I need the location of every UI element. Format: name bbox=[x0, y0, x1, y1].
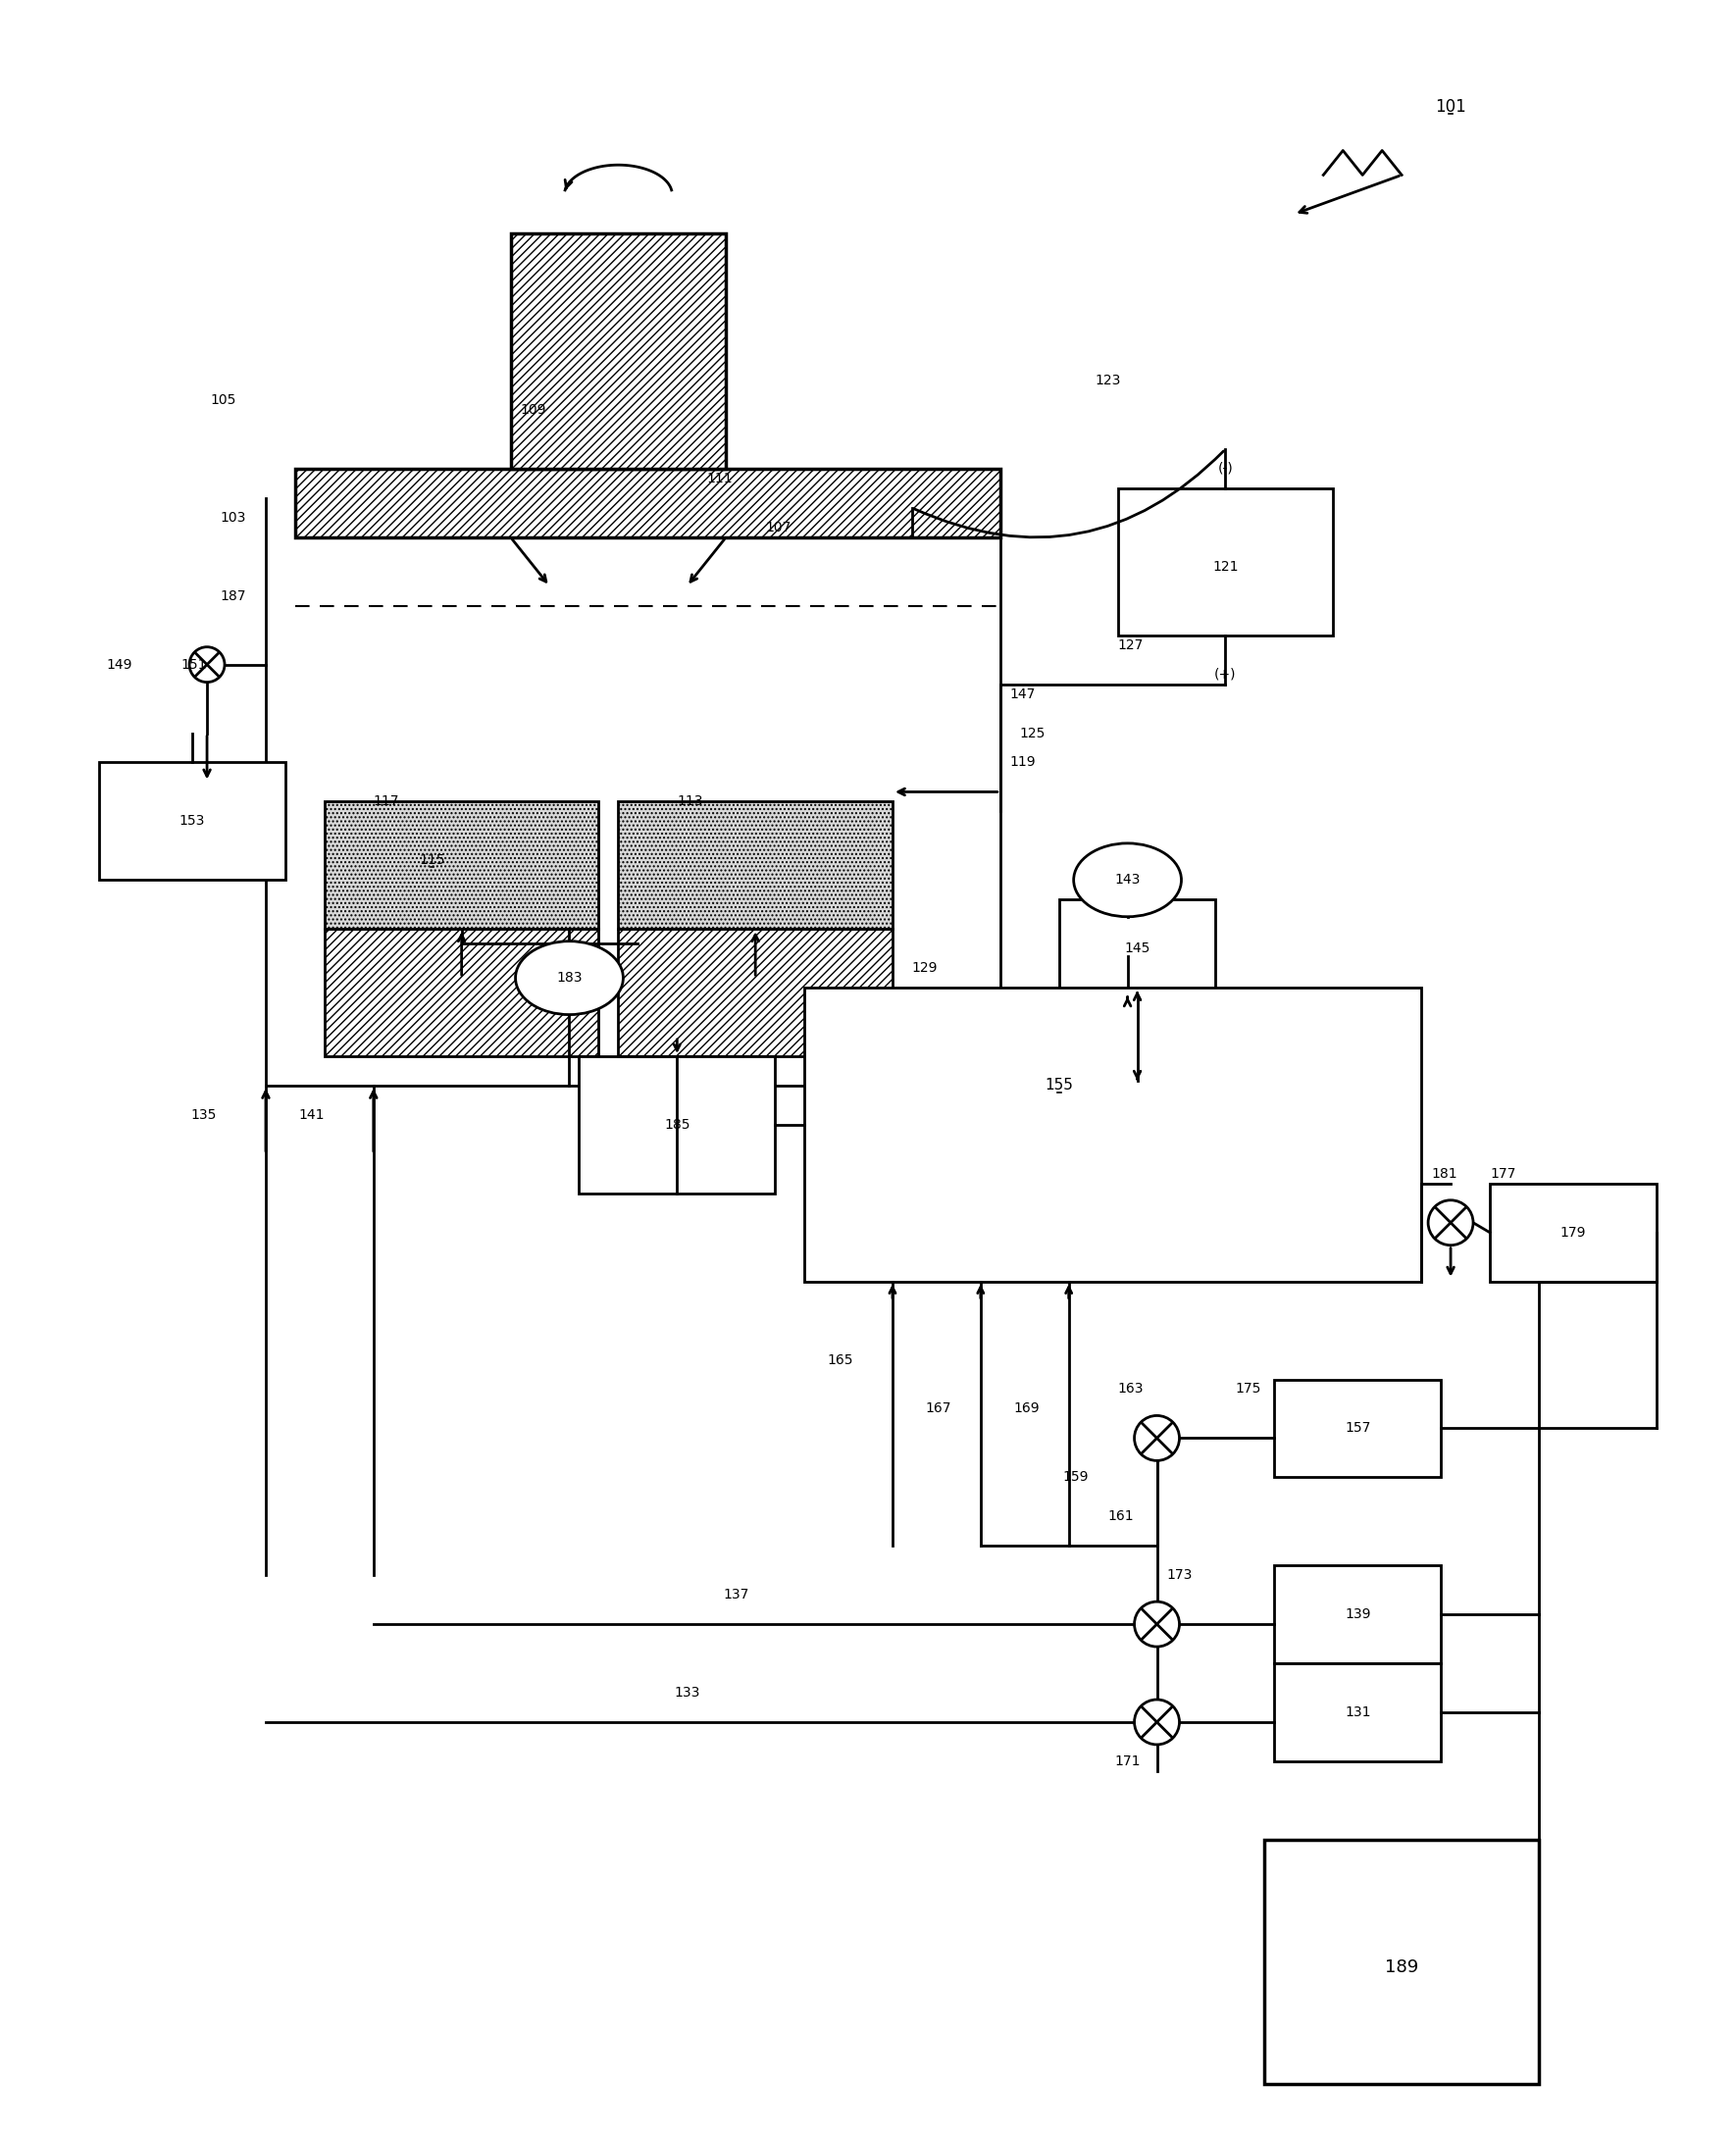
Text: 147: 147 bbox=[1010, 687, 1036, 700]
Bar bbox=[1274, 1379, 1441, 1477]
Bar bbox=[804, 989, 1422, 1281]
Text: 183: 183 bbox=[556, 971, 582, 984]
Circle shape bbox=[1134, 1601, 1179, 1646]
Text: (-): (-) bbox=[1217, 461, 1233, 476]
Text: 109: 109 bbox=[521, 404, 547, 416]
Bar bbox=[1059, 899, 1215, 997]
Text: 123: 123 bbox=[1095, 374, 1121, 386]
Bar bbox=[618, 801, 892, 929]
Circle shape bbox=[1134, 1699, 1179, 1744]
Text: 187: 187 bbox=[220, 589, 247, 602]
Text: 173: 173 bbox=[1167, 1569, 1193, 1582]
Text: 165: 165 bbox=[828, 1354, 854, 1366]
Text: 139: 139 bbox=[1345, 1608, 1371, 1620]
Text: (+): (+) bbox=[1215, 668, 1236, 681]
Text: 103: 103 bbox=[220, 510, 247, 525]
Bar bbox=[618, 929, 892, 1057]
Text: 175: 175 bbox=[1236, 1381, 1260, 1396]
Text: 121: 121 bbox=[1212, 559, 1238, 574]
Text: 101: 101 bbox=[1436, 98, 1467, 115]
Circle shape bbox=[189, 647, 224, 683]
Text: 181: 181 bbox=[1430, 1168, 1457, 1181]
Text: 115: 115 bbox=[418, 854, 444, 867]
Text: 131: 131 bbox=[1345, 1706, 1371, 1719]
Text: 149: 149 bbox=[106, 658, 132, 670]
Text: 155: 155 bbox=[1045, 1078, 1073, 1093]
Text: 169: 169 bbox=[1014, 1403, 1040, 1416]
Text: 159: 159 bbox=[1062, 1471, 1088, 1484]
Bar bbox=[325, 929, 599, 1057]
Text: 129: 129 bbox=[911, 961, 937, 976]
Text: 125: 125 bbox=[1019, 726, 1045, 741]
Ellipse shape bbox=[516, 942, 623, 1014]
Text: 105: 105 bbox=[210, 393, 236, 408]
Bar bbox=[1118, 489, 1333, 636]
Text: 107: 107 bbox=[766, 521, 792, 534]
Text: 137: 137 bbox=[722, 1588, 748, 1601]
Circle shape bbox=[1429, 1200, 1474, 1245]
Bar bbox=[99, 762, 285, 880]
Bar bbox=[1264, 1840, 1538, 2084]
Bar bbox=[1274, 1565, 1441, 1663]
Text: 153: 153 bbox=[179, 813, 205, 828]
Text: 119: 119 bbox=[1010, 756, 1036, 769]
Text: 135: 135 bbox=[191, 1108, 217, 1121]
Bar bbox=[510, 233, 726, 470]
Text: 141: 141 bbox=[299, 1108, 325, 1121]
Bar bbox=[580, 1057, 774, 1193]
Bar bbox=[295, 470, 1000, 538]
Text: 185: 185 bbox=[665, 1119, 689, 1132]
Text: 179: 179 bbox=[1561, 1225, 1587, 1238]
Bar bbox=[1489, 1183, 1656, 1281]
Text: 113: 113 bbox=[677, 794, 703, 809]
Bar bbox=[1274, 1663, 1441, 1761]
Text: 127: 127 bbox=[1118, 638, 1144, 651]
Bar bbox=[325, 801, 599, 929]
Text: 161: 161 bbox=[1108, 1509, 1134, 1522]
Text: 133: 133 bbox=[674, 1687, 700, 1699]
Circle shape bbox=[1134, 1416, 1179, 1460]
Text: 163: 163 bbox=[1118, 1381, 1144, 1396]
Text: 189: 189 bbox=[1385, 1958, 1418, 1975]
Text: 171: 171 bbox=[1115, 1755, 1141, 1768]
Ellipse shape bbox=[1073, 843, 1182, 916]
Text: 151: 151 bbox=[181, 658, 207, 670]
Text: 167: 167 bbox=[925, 1403, 951, 1416]
Text: 111: 111 bbox=[707, 472, 733, 485]
Text: 117: 117 bbox=[373, 794, 399, 809]
Text: 177: 177 bbox=[1489, 1168, 1516, 1181]
Text: 157: 157 bbox=[1345, 1422, 1370, 1435]
Text: 143: 143 bbox=[1115, 873, 1141, 886]
Text: 145: 145 bbox=[1125, 942, 1151, 954]
